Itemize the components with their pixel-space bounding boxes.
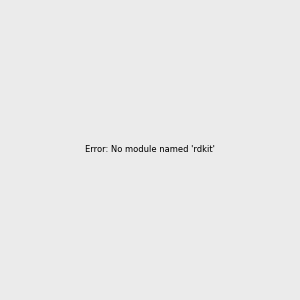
Text: Error: No module named 'rdkit': Error: No module named 'rdkit' <box>85 146 215 154</box>
